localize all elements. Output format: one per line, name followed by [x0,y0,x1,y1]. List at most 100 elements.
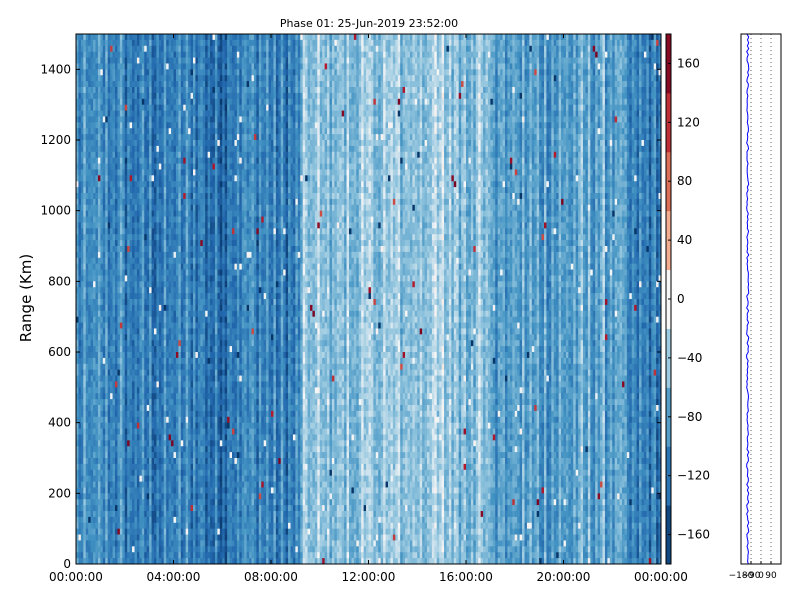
heatmap-cell [96,105,99,111]
heatmap-cell [110,246,113,252]
heatmap-cell [86,535,89,541]
heatmap-cell [96,482,99,488]
heatmap-cell [86,311,89,317]
heatmap-cell [108,411,111,417]
heatmap-cell [98,111,101,117]
heatmap-cell [96,134,99,140]
heatmap-cell [78,134,81,140]
heatmap-cell [125,281,128,287]
heatmap-cell [100,429,103,435]
heatmap-cell [115,270,118,276]
heatmap-cell [83,511,86,517]
heatmap-cell [103,552,106,558]
heatmap-cell [117,381,120,387]
heatmap-cell [110,334,113,340]
heatmap-cell [83,434,86,440]
heatmap-cell [122,558,125,564]
heatmap-cell [110,146,113,152]
heatmap-cell [86,152,89,158]
heatmap-cell [103,187,106,193]
heatmap-cell [98,152,101,158]
heatmap-cell [103,535,106,541]
heatmap-cell [93,364,96,370]
heatmap-cell [122,499,125,505]
heatmap-cell [122,358,125,364]
heatmap-cell [103,275,106,281]
heatmap-cell [127,128,130,134]
heatmap-cell [83,558,86,564]
heatmap-cell [81,63,84,69]
heatmap-cell [122,417,125,423]
heatmap-cell [81,287,84,293]
heatmap-cell [98,511,101,517]
heatmap-cell [110,58,113,64]
heatmap-cell [108,393,111,399]
heatmap-cell [108,175,111,181]
heatmap-cell [122,423,125,429]
heatmap-cell [108,134,111,140]
heatmap-cell [125,464,128,470]
heatmap-cell [81,211,84,217]
heatmap-cell [91,181,94,187]
heatmap-cell [117,116,120,122]
heatmap-cell [78,405,81,411]
heatmap-cell [113,146,116,152]
heatmap-cell [78,81,81,87]
heatmap-cell [78,434,81,440]
heatmap-cell [98,181,101,187]
heatmap-cell [103,476,106,482]
heatmap-cell [93,199,96,205]
heatmap-cell [125,370,128,376]
heatmap-cell [117,370,120,376]
heatmap-cell [83,493,86,499]
heatmap-cell [100,228,103,234]
heatmap-cell [113,122,116,128]
heatmap-cell [93,434,96,440]
heatmap-cell [103,305,106,311]
heatmap-cell [86,487,89,493]
heatmap-cell [83,111,86,117]
heatmap-cell [115,134,118,140]
heatmap-cell [103,293,106,299]
heatmap-cell [86,429,89,435]
heatmap-cell [122,523,125,529]
heatmap-cell [105,352,108,358]
heatmap-cell [125,328,128,334]
heatmap-cell [96,205,99,211]
heatmap-cell [86,175,89,181]
heatmap-cell [83,46,86,52]
heatmap-cell [103,299,106,305]
heatmap-cell [100,281,103,287]
heatmap-cell [96,240,99,246]
heatmap-cell [103,81,106,87]
heatmap-cell [83,476,86,482]
heatmap-cell [93,211,96,217]
heatmap-cell [91,470,94,476]
heatmap-cell [105,364,108,370]
heatmap-cell [110,346,113,352]
heatmap-cell [98,105,101,111]
heatmap-cell [86,370,89,376]
heatmap-cell [127,217,130,223]
heatmap-cell [100,240,103,246]
heatmap-cell [115,317,118,323]
heatmap-cell [122,99,125,105]
heatmap-cell [125,482,128,488]
heatmap-cell [78,217,81,223]
heatmap-cell [105,81,108,87]
heatmap-cell [115,452,118,458]
heatmap-cell [122,552,125,558]
heatmap-cell [108,199,111,205]
heatmap-cell [100,535,103,541]
heatmap-cell [98,175,101,181]
heatmap-cell [88,352,91,358]
heatmap-cell [81,405,84,411]
heatmap-cell [88,146,91,152]
heatmap-cell [115,58,118,64]
heatmap-cell [108,446,111,452]
heatmap-cell [105,476,108,482]
heatmap-cell [93,293,96,299]
heatmap-cell [91,111,94,117]
heatmap-cell [120,317,123,323]
heatmap-cell [98,476,101,482]
